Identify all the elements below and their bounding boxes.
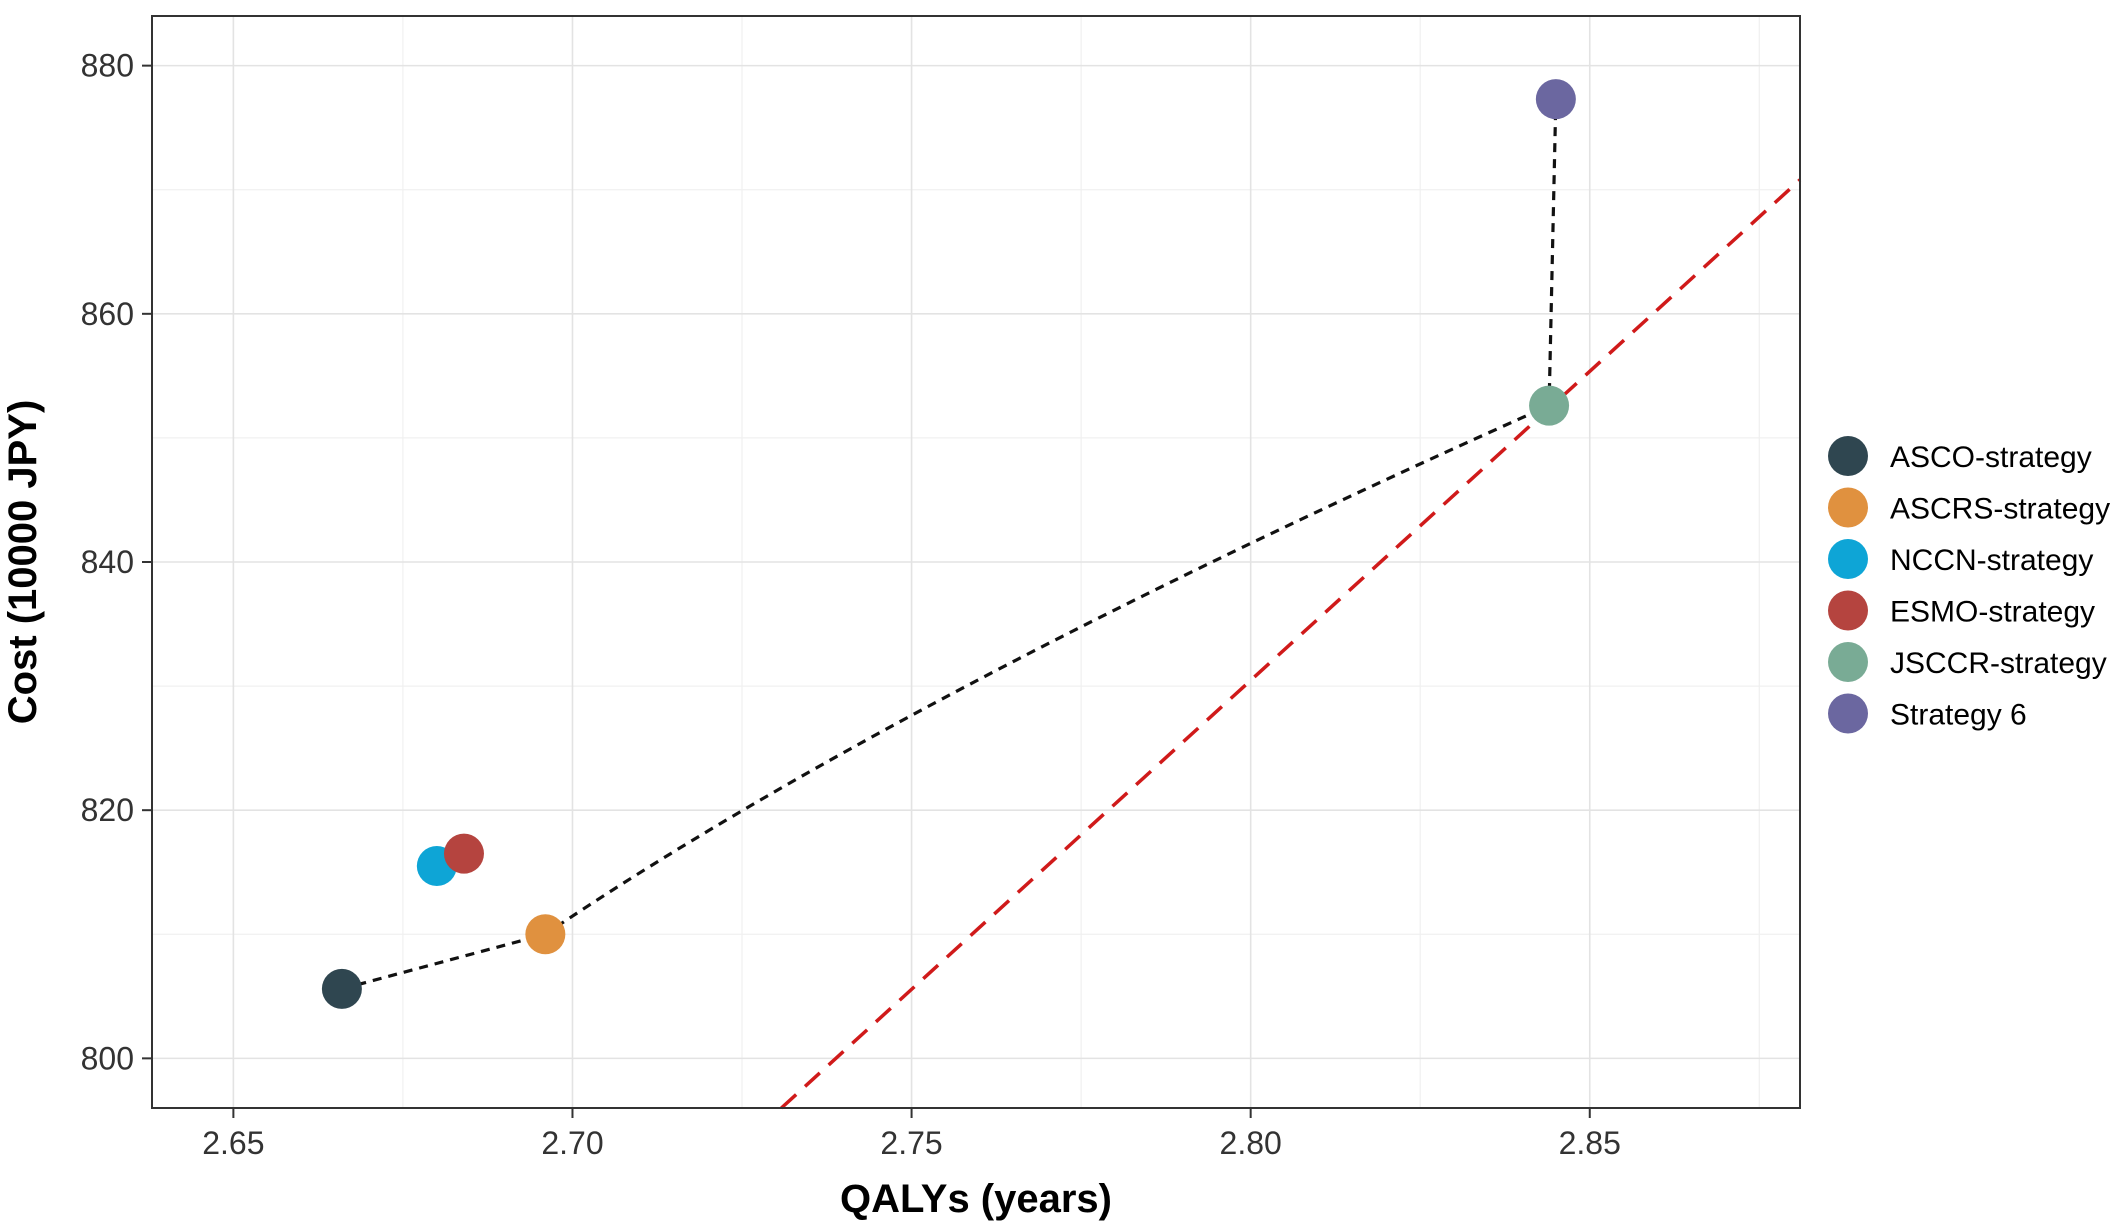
legend-key-nccn-strategy bbox=[1828, 539, 1868, 579]
point-strategy-6 bbox=[1535, 79, 1576, 120]
strategy-points bbox=[321, 79, 1576, 1009]
legend-label-esmo-strategy: ESMO-strategy bbox=[1890, 596, 2095, 629]
x-tick-label: 2.80 bbox=[1220, 1125, 1282, 1161]
x-tick-label: 2.65 bbox=[202, 1125, 264, 1161]
legend-key-asco-strategy bbox=[1828, 436, 1868, 476]
x-axis-ticks: 2.65 2.70 2.75 2.80 2.85 bbox=[202, 1108, 1621, 1161]
legend-label-nccn-strategy: NCCN-strategy bbox=[1890, 544, 2093, 577]
y-axis-ticks: 800 820 840 860 880 bbox=[81, 48, 152, 1076]
efficiency-frontier-line bbox=[341, 99, 1558, 991]
legend-label-ascrs-strategy: ASCRS-strategy bbox=[1890, 493, 2110, 526]
legend-key-jsccr-strategy bbox=[1828, 642, 1868, 682]
legend-key-ascrs-strategy bbox=[1828, 487, 1868, 528]
legend-key-strategy-6 bbox=[1828, 693, 1868, 734]
major-gridlines bbox=[152, 16, 1800, 1108]
y-tick-label: 840 bbox=[81, 544, 134, 580]
legend: ASCO-strategy ASCRS-strategy NCCN-strategy… bbox=[1828, 436, 2110, 734]
frontier-path bbox=[341, 99, 1558, 991]
x-tick-label: 2.85 bbox=[1559, 1125, 1621, 1161]
legend-label-strategy-6: Strategy 6 bbox=[1890, 699, 2027, 732]
y-tick-label: 880 bbox=[81, 48, 134, 84]
point-asco-strategy bbox=[321, 968, 362, 1009]
willingness-to-pay-line bbox=[780, 178, 1802, 1110]
point-esmo-strategy bbox=[443, 833, 484, 874]
y-tick-label: 820 bbox=[81, 792, 134, 828]
legend-label-jsccr-strategy: JSCCR-strategy bbox=[1890, 647, 2107, 680]
threshold-line-segment bbox=[780, 178, 1802, 1110]
y-tick-label: 800 bbox=[81, 1040, 134, 1076]
legend-key-esmo-strategy bbox=[1828, 590, 1868, 631]
legend-label-asco-strategy: ASCO-strategy bbox=[1890, 441, 2092, 474]
y-axis-title: Cost (10000 JPY) bbox=[1, 400, 45, 725]
point-jsccr-strategy bbox=[1529, 385, 1570, 426]
x-tick-label: 2.75 bbox=[880, 1125, 942, 1161]
y-tick-label: 860 bbox=[81, 296, 134, 332]
point-ascrs-strategy bbox=[525, 914, 566, 955]
x-axis-title: QALYs (years) bbox=[840, 1177, 1112, 1221]
x-tick-label: 2.70 bbox=[541, 1125, 603, 1161]
